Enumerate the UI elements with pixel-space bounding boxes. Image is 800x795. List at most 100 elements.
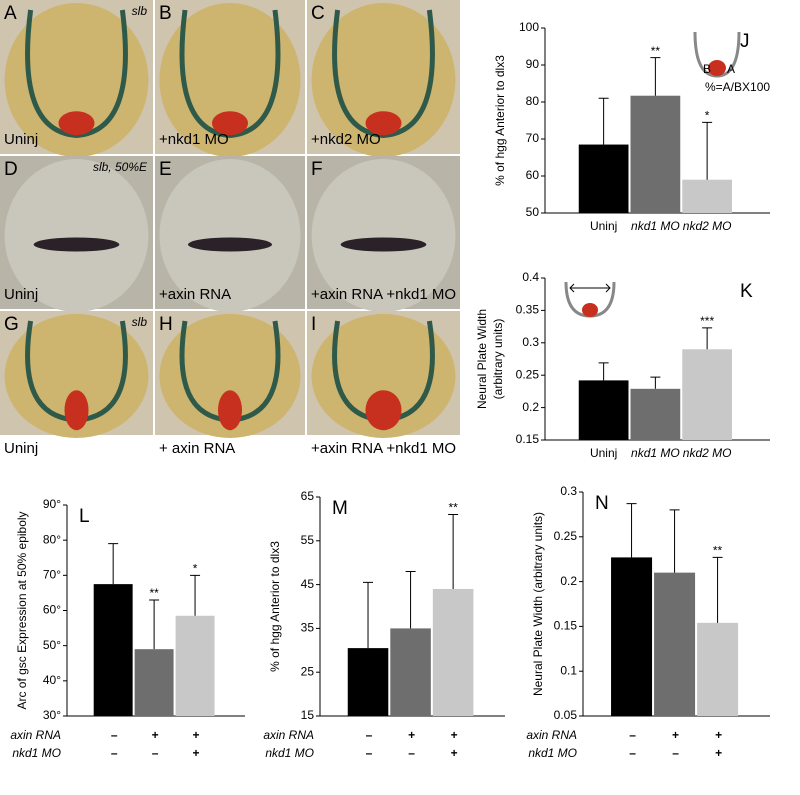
bar — [630, 95, 681, 213]
condition-name: axin RNA — [10, 728, 61, 742]
bar — [682, 179, 732, 213]
condition-mark: – — [366, 746, 373, 760]
inset-label: B — [703, 62, 711, 76]
error-bar — [598, 362, 609, 381]
y-tick-label: 0.1 — [560, 663, 577, 677]
panel-caption: +axin RNA +nkd1 MO — [311, 286, 456, 303]
y-tick-label: 0.15 — [516, 432, 540, 446]
x-tick-label: Uninj — [590, 446, 617, 460]
significance: ** — [713, 544, 723, 558]
significance: ** — [149, 586, 159, 600]
error-bar — [702, 327, 713, 350]
panel-letter: N — [595, 493, 609, 514]
inset-formula: %=A/BX100 — [705, 80, 770, 94]
y-tick-label: 40° — [43, 673, 61, 687]
bar — [697, 622, 739, 716]
y-tick-label: 80 — [526, 94, 540, 108]
hgg-expression — [365, 390, 402, 431]
x-tick-label: nkd2 MO — [683, 219, 732, 233]
panel-caption: +axin RNA — [159, 286, 231, 303]
y-tick-label: 60 — [526, 168, 540, 182]
inset-label: A — [727, 62, 735, 76]
y-tick-label: 0.3 — [560, 484, 577, 498]
expression-band — [33, 237, 120, 252]
panel-caption: +nkd2 MO — [311, 131, 381, 148]
condition-mark: + — [715, 746, 722, 760]
condition-name: nkd1 MO — [12, 746, 61, 760]
error-bar — [363, 581, 374, 649]
y-tick-label: 0.2 — [522, 400, 539, 414]
condition-name: nkd1 MO — [528, 746, 577, 760]
condition-mark: + — [408, 728, 415, 742]
y-tick-label: 100 — [519, 20, 539, 34]
bar — [611, 557, 653, 716]
condition-mark: – — [111, 746, 118, 760]
hgg-expression — [58, 111, 95, 136]
condition-mark: – — [366, 728, 373, 742]
x-tick-label: nkd1 MO — [631, 446, 680, 460]
bar — [347, 648, 389, 716]
condition-name: nkd1 MO — [265, 746, 314, 760]
panel-caption: + axin RNA — [159, 440, 235, 457]
y-tick-label: 0.05 — [554, 708, 578, 722]
x-tick-label: Uninj — [590, 219, 617, 233]
x-tick-label: nkd2 MO — [683, 446, 732, 460]
error-bar — [650, 376, 661, 389]
y-tick-label: 65 — [301, 489, 315, 503]
error-bar — [650, 57, 661, 96]
error-bar — [149, 599, 160, 650]
y-tick-label: 25 — [301, 664, 315, 678]
significance: ** — [651, 44, 661, 58]
x-tick-label: nkd1 MO — [631, 219, 680, 233]
panel-letter: B — [159, 3, 172, 24]
panel-letter: K — [740, 281, 753, 302]
y-tick-label: 90° — [43, 497, 61, 511]
condition-mark: + — [193, 728, 200, 742]
y-tick-label: 0.25 — [554, 529, 578, 543]
error-bar — [669, 509, 680, 573]
y-tick-label: 0.4 — [522, 270, 539, 284]
panel-caption: Uninj — [4, 286, 38, 303]
hgg-expression — [212, 111, 248, 136]
panel-caption: Uninj — [4, 131, 38, 148]
hgg-expression — [64, 390, 89, 431]
y-tick-label: 50 — [526, 205, 540, 219]
panel-letter: I — [311, 314, 316, 335]
significance: ** — [448, 501, 458, 515]
condition-mark: + — [152, 728, 159, 742]
panel-tag: slb — [132, 315, 148, 329]
y-tick-label: 60° — [43, 603, 61, 617]
condition-mark: – — [408, 746, 415, 760]
panel-tag: slb — [132, 4, 148, 18]
embryo — [311, 159, 456, 312]
y-axis-label: Arc of gsc Expression at 50% epiboly — [15, 511, 29, 709]
bar — [578, 380, 629, 440]
y-tick-label: 35 — [301, 621, 315, 635]
hgg-expression — [365, 111, 402, 136]
condition-mark: + — [451, 728, 458, 742]
error-bar — [448, 514, 459, 589]
embryo — [159, 159, 301, 312]
error-bar — [598, 97, 609, 145]
error-bar — [702, 121, 713, 180]
condition-mark: + — [715, 728, 722, 742]
expression-arc — [332, 9, 435, 139]
condition-mark: – — [672, 746, 679, 760]
y-axis-label: Neural Plate Width — [475, 309, 489, 409]
condition-mark: – — [152, 746, 159, 760]
bar — [93, 584, 133, 716]
panel-letter: F — [311, 159, 323, 180]
expression-band — [188, 237, 272, 252]
panel-caption: +axin RNA +nkd1 MO — [311, 440, 456, 457]
panel-caption: +nkd1 MO — [159, 131, 229, 148]
y-tick-label: 0.2 — [560, 574, 577, 588]
significance: * — [193, 562, 198, 576]
condition-mark: – — [629, 728, 636, 742]
bar — [175, 615, 215, 716]
y-tick-label: 45 — [301, 577, 315, 591]
error-bar — [108, 543, 119, 585]
y-axis-label: % of hgg Anterior to dlx3 — [268, 541, 282, 672]
embryo — [4, 159, 149, 312]
condition-mark: – — [111, 728, 118, 742]
